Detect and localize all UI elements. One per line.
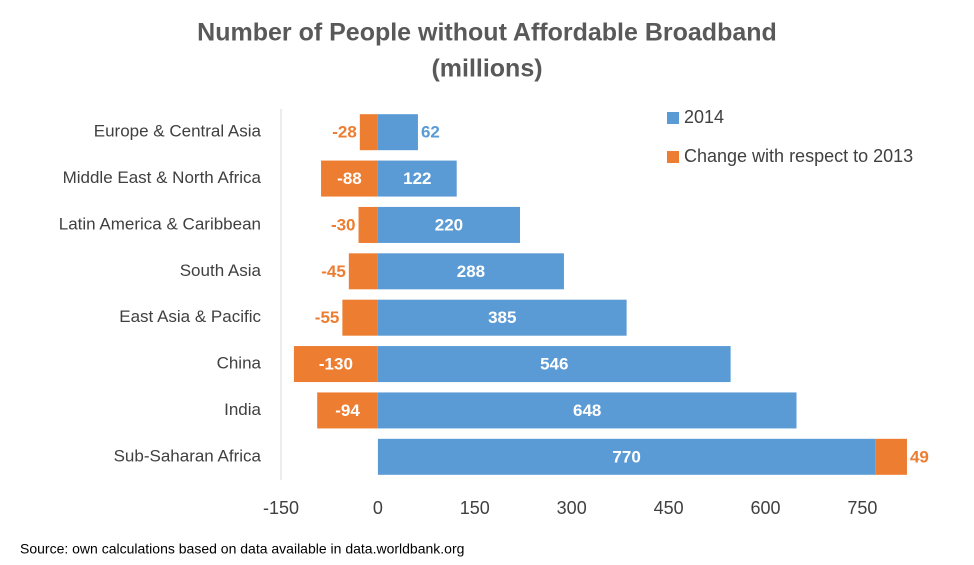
bar (377, 253, 564, 290)
bar (293, 346, 378, 383)
bar (348, 253, 378, 290)
value-label: -88 (337, 169, 362, 188)
bar (377, 346, 731, 383)
y-tick-label: South Asia (180, 261, 262, 280)
value-label: -28 (332, 123, 357, 142)
bar (321, 160, 378, 197)
x-tick-label: 300 (557, 498, 587, 518)
x-tick-label: 600 (750, 498, 780, 518)
bar (377, 299, 627, 336)
source-note: Source: own calculations based on data a… (20, 541, 464, 557)
chart-title: Number of People without Affordable Broa… (197, 19, 777, 47)
value-label: -94 (335, 401, 360, 420)
value-label: 385 (488, 308, 516, 327)
chart-subtitle: (millions) (431, 55, 542, 83)
bar (377, 114, 418, 151)
x-tick-label: 150 (460, 498, 490, 518)
y-tick-label: India (224, 400, 261, 419)
bar (342, 299, 378, 336)
legend-swatch (667, 151, 679, 163)
y-tick-label: Middle East & North Africa (63, 168, 262, 187)
x-tick-label: 0 (373, 498, 383, 518)
bar (377, 392, 797, 429)
y-tick-label: Europe & Central Asia (94, 122, 262, 141)
value-label: 220 (435, 215, 463, 234)
y-tick-label: Latin America & Caribbean (59, 214, 261, 233)
value-label: -55 (315, 308, 340, 327)
value-label: -30 (331, 215, 356, 234)
value-label: 770 (612, 447, 640, 466)
legend-swatch (667, 112, 679, 124)
value-label: 288 (457, 262, 485, 281)
bar (359, 114, 378, 151)
y-tick-label: Sub-Saharan Africa (114, 446, 262, 465)
legend-label: Change with respect to 2013 (684, 146, 913, 166)
x-tick-label: 750 (847, 498, 877, 518)
bar (377, 438, 876, 475)
bar (377, 160, 457, 197)
bar (377, 206, 521, 243)
x-tick-label: 450 (654, 498, 684, 518)
value-label: 49 (910, 447, 929, 466)
x-tick-label: -150 (263, 498, 299, 518)
y-tick-label: China (217, 354, 262, 373)
bar (317, 392, 378, 429)
legend-label: 2014 (684, 107, 724, 127)
bar (358, 206, 378, 243)
value-label: 546 (540, 355, 568, 374)
value-label: 648 (573, 401, 601, 420)
value-label: -45 (321, 262, 346, 281)
value-label: 122 (403, 169, 431, 188)
y-tick-label: East Asia & Pacific (119, 307, 261, 326)
value-label: -130 (319, 355, 353, 374)
bar (875, 438, 907, 475)
value-label: 62 (421, 123, 440, 142)
